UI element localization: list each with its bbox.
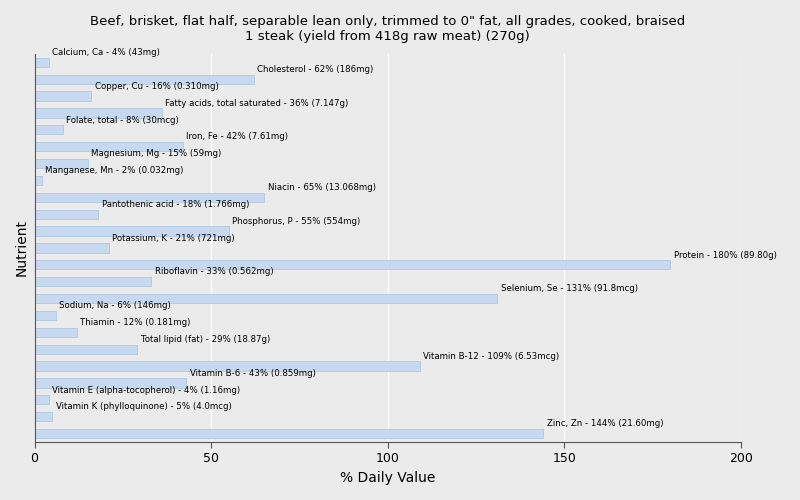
Text: Potassium, K - 21% (721mg): Potassium, K - 21% (721mg) — [112, 234, 235, 242]
Text: Sodium, Na - 6% (146mg): Sodium, Na - 6% (146mg) — [59, 301, 171, 310]
Bar — [34, 260, 670, 270]
Bar — [34, 378, 186, 388]
Bar — [34, 210, 98, 219]
Title: Beef, brisket, flat half, separable lean only, trimmed to 0" fat, all grades, co: Beef, brisket, flat half, separable lean… — [90, 15, 686, 43]
Bar — [34, 159, 87, 168]
Bar — [34, 74, 254, 84]
Bar — [34, 328, 77, 337]
Bar — [34, 429, 543, 438]
Text: Zinc, Zn - 144% (21.60mg): Zinc, Zn - 144% (21.60mg) — [546, 420, 663, 428]
Text: Vitamin K (phylloquinone) - 5% (4.0mcg): Vitamin K (phylloquinone) - 5% (4.0mcg) — [56, 402, 231, 411]
Bar — [34, 108, 162, 118]
Bar — [34, 362, 419, 370]
Bar — [34, 412, 52, 422]
Bar — [34, 244, 109, 252]
Text: Vitamin E (alpha-tocopherol) - 4% (1.16mg): Vitamin E (alpha-tocopherol) - 4% (1.16m… — [52, 386, 240, 394]
Bar — [34, 58, 49, 67]
Text: Selenium, Se - 131% (91.8mcg): Selenium, Se - 131% (91.8mcg) — [501, 284, 638, 294]
Bar — [34, 395, 49, 404]
Text: Pantothenic acid - 18% (1.766mg): Pantothenic acid - 18% (1.766mg) — [102, 200, 249, 209]
Text: Manganese, Mn - 2% (0.032mg): Manganese, Mn - 2% (0.032mg) — [45, 166, 183, 175]
Text: Protein - 180% (89.80g): Protein - 180% (89.80g) — [674, 250, 777, 260]
Text: Copper, Cu - 16% (0.310mg): Copper, Cu - 16% (0.310mg) — [94, 82, 218, 91]
Text: Calcium, Ca - 4% (43mg): Calcium, Ca - 4% (43mg) — [52, 48, 160, 57]
X-axis label: % Daily Value: % Daily Value — [340, 471, 435, 485]
Text: Phosphorus, P - 55% (554mg): Phosphorus, P - 55% (554mg) — [232, 217, 361, 226]
Bar — [34, 176, 42, 185]
Bar — [34, 311, 56, 320]
Text: Thiamin - 12% (0.181mg): Thiamin - 12% (0.181mg) — [81, 318, 191, 327]
Bar — [34, 226, 229, 235]
Text: Fatty acids, total saturated - 36% (7.147g): Fatty acids, total saturated - 36% (7.14… — [166, 98, 349, 108]
Y-axis label: Nutrient: Nutrient — [15, 220, 29, 276]
Text: Riboflavin - 33% (0.562mg): Riboflavin - 33% (0.562mg) — [154, 268, 274, 276]
Bar — [34, 192, 264, 202]
Text: Cholesterol - 62% (186mg): Cholesterol - 62% (186mg) — [257, 65, 374, 74]
Bar — [34, 92, 91, 100]
Bar — [34, 125, 63, 134]
Bar — [34, 294, 498, 303]
Bar — [34, 344, 137, 354]
Text: Iron, Fe - 42% (7.61mg): Iron, Fe - 42% (7.61mg) — [186, 132, 289, 141]
Text: Niacin - 65% (13.068mg): Niacin - 65% (13.068mg) — [268, 183, 376, 192]
Bar — [34, 142, 183, 152]
Text: Folate, total - 8% (30mcg): Folate, total - 8% (30mcg) — [66, 116, 179, 124]
Text: Total lipid (fat) - 29% (18.87g): Total lipid (fat) - 29% (18.87g) — [141, 335, 270, 344]
Text: Magnesium, Mg - 15% (59mg): Magnesium, Mg - 15% (59mg) — [91, 150, 222, 158]
Text: Vitamin B-12 - 109% (6.53mcg): Vitamin B-12 - 109% (6.53mcg) — [423, 352, 559, 361]
Bar — [34, 277, 151, 286]
Text: Vitamin B-6 - 43% (0.859mg): Vitamin B-6 - 43% (0.859mg) — [190, 368, 316, 378]
